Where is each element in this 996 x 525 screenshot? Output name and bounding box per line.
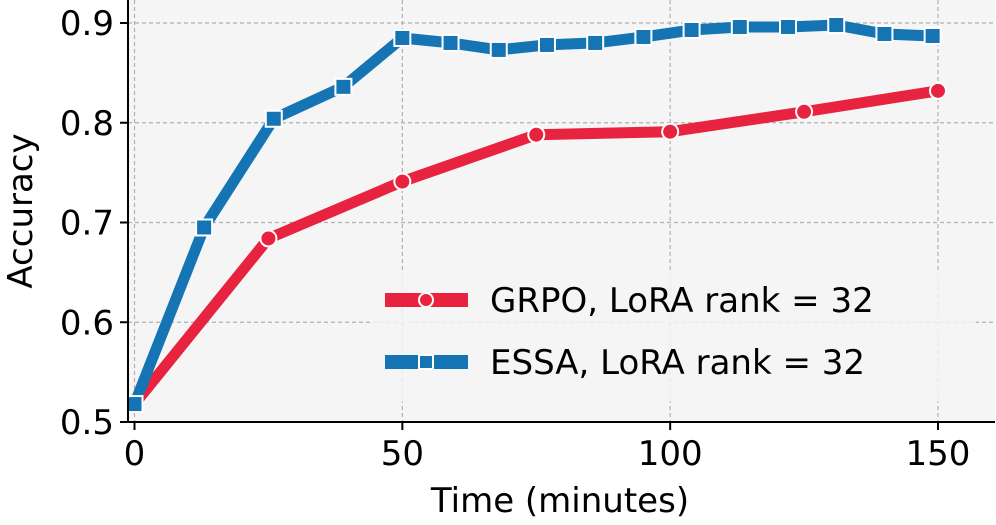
data-point-1-15 (923, 26, 942, 45)
data-point-0-1 (259, 229, 278, 248)
data-point-1-7 (537, 35, 556, 54)
x-axis-label: Time (minutes) (430, 481, 689, 521)
data-point-1-0 (125, 395, 144, 414)
data-point-1-10 (682, 20, 701, 39)
data-point-1-6 (489, 40, 508, 59)
y-axis-label: Accuracy (1, 133, 41, 288)
x-tick-label-0: 0 (124, 434, 146, 474)
y-tick-label-0.5: 0.5 (60, 403, 114, 443)
data-point-0-2 (393, 172, 412, 191)
data-point-1-1 (195, 218, 214, 237)
data-point-0-6 (929, 81, 947, 100)
series-layer (125, 15, 947, 414)
data-point-0-3 (527, 125, 546, 144)
legend-label-grpo: GRPO, LoRA rank = 32 (490, 281, 874, 321)
y-tick-label-0.6: 0.6 (60, 303, 114, 343)
data-point-1-4 (393, 28, 412, 47)
y-tick-label-0.7: 0.7 (60, 204, 114, 244)
y-tick-label-0.8: 0.8 (60, 104, 114, 144)
x-tick-label-100: 100 (638, 434, 703, 474)
data-point-1-3 (334, 77, 353, 96)
y-tick-label-0.9: 0.9 (60, 4, 114, 44)
data-point-1-2 (264, 109, 283, 128)
data-point-1-11 (730, 17, 749, 36)
data-point-1-5 (441, 33, 460, 52)
data-point-1-9 (634, 27, 653, 46)
legend: GRPO, LoRA rank = 32 ESSA, LoRA rank = 3… (370, 272, 976, 402)
legend-label-essa: ESSA, LoRA rank = 32 (490, 343, 865, 383)
data-point-0-5 (795, 102, 814, 121)
data-point-1-8 (586, 33, 605, 52)
x-tick-label-50: 50 (381, 434, 424, 474)
series-1 (125, 15, 942, 414)
data-point-1-13 (827, 15, 846, 34)
series-line-1 (129, 19, 933, 407)
data-point-1-12 (779, 17, 798, 36)
axis-ticks: 0 50 100 150 0.5 0.6 0.7 0.8 0.9 (60, 4, 971, 474)
legend-box (370, 272, 976, 402)
data-point-1-14 (875, 24, 894, 43)
data-point-0-4 (661, 122, 680, 141)
legend-marker-essa (418, 354, 434, 370)
x-tick-label-150: 150 (906, 434, 971, 474)
legend-marker-grpo (418, 292, 434, 308)
